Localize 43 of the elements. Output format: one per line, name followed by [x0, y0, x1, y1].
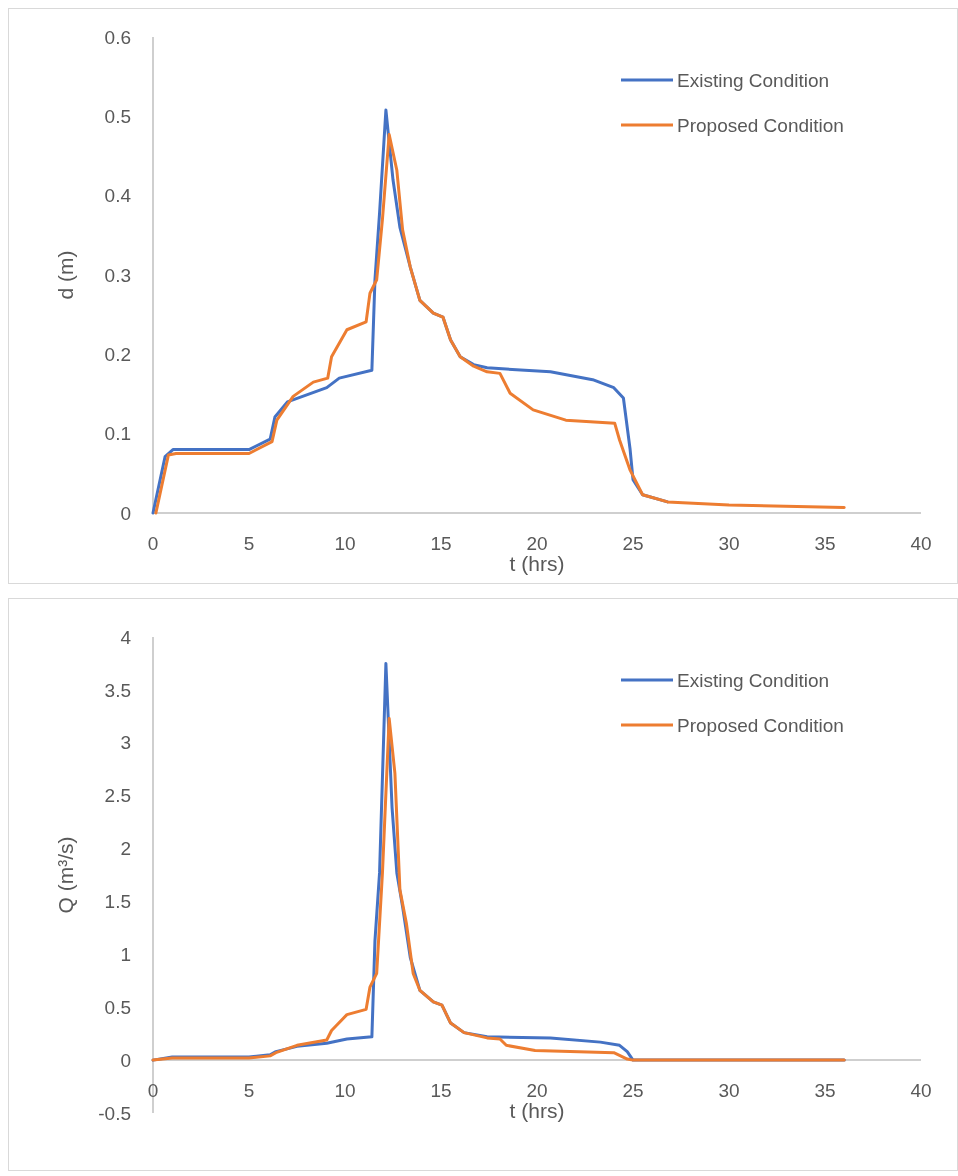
- y-tick-label: 0: [120, 502, 131, 524]
- x-tick-label: 35: [814, 532, 836, 554]
- y-tick-label: 0.5: [104, 105, 131, 127]
- y-tick-label: 0.3: [104, 264, 131, 286]
- x-tick-label: 40: [910, 1079, 932, 1101]
- x-tick-label: 5: [243, 1079, 255, 1101]
- y-tick-label: 0.5: [104, 996, 131, 1018]
- x-tick-label: 30: [718, 532, 740, 554]
- y-tick-label: 0.1: [104, 423, 131, 445]
- x-tick-label: 15: [430, 1079, 452, 1101]
- y-tick-label: 0.4: [104, 185, 132, 207]
- legend-label: Existing Condition: [677, 669, 830, 691]
- x-tick-label: 10: [334, 532, 356, 554]
- y-axis-title: d (m): [54, 250, 77, 300]
- legend-label: Proposed Condition: [677, 114, 844, 136]
- y-tick-label: 3: [120, 732, 131, 754]
- x-tick-label: 30: [718, 1079, 740, 1101]
- x-tick-label: 0: [147, 532, 159, 554]
- x-tick-label: 10: [334, 1079, 356, 1101]
- y-tick-label: 1.5: [104, 891, 131, 913]
- x-tick-label: 20: [526, 1079, 548, 1101]
- x-tick-label: 35: [814, 1079, 836, 1101]
- y-tick-label: 2.5: [104, 785, 131, 807]
- x-tick-label: 25: [622, 1079, 644, 1101]
- x-tick-label: 20: [526, 532, 548, 554]
- x-tick-label: 0: [147, 1079, 159, 1101]
- x-tick-label: 15: [430, 532, 452, 554]
- x-axis-title: t (hrs): [509, 1099, 565, 1123]
- legend-label: Existing Condition: [677, 69, 830, 91]
- x-axis-title: t (hrs): [509, 552, 565, 575]
- y-tick-label: 0: [120, 1049, 131, 1071]
- y-tick-label: 2: [120, 838, 131, 860]
- y-tick-label: 0.2: [104, 343, 131, 365]
- y-tick-label: 3.5: [104, 679, 131, 701]
- y-tick-label: 4: [120, 626, 132, 648]
- y-tick-label: 1: [120, 943, 131, 965]
- x-tick-label: 40: [910, 532, 932, 554]
- y-tick-label: 0.6: [104, 26, 131, 48]
- y-tick-label: -0.5: [98, 1102, 131, 1124]
- y-axis-title: Q (m³/s): [54, 836, 77, 914]
- legend-label: Proposed Condition: [677, 714, 844, 736]
- x-tick-label: 5: [243, 532, 255, 554]
- x-tick-label: 25: [622, 532, 644, 554]
